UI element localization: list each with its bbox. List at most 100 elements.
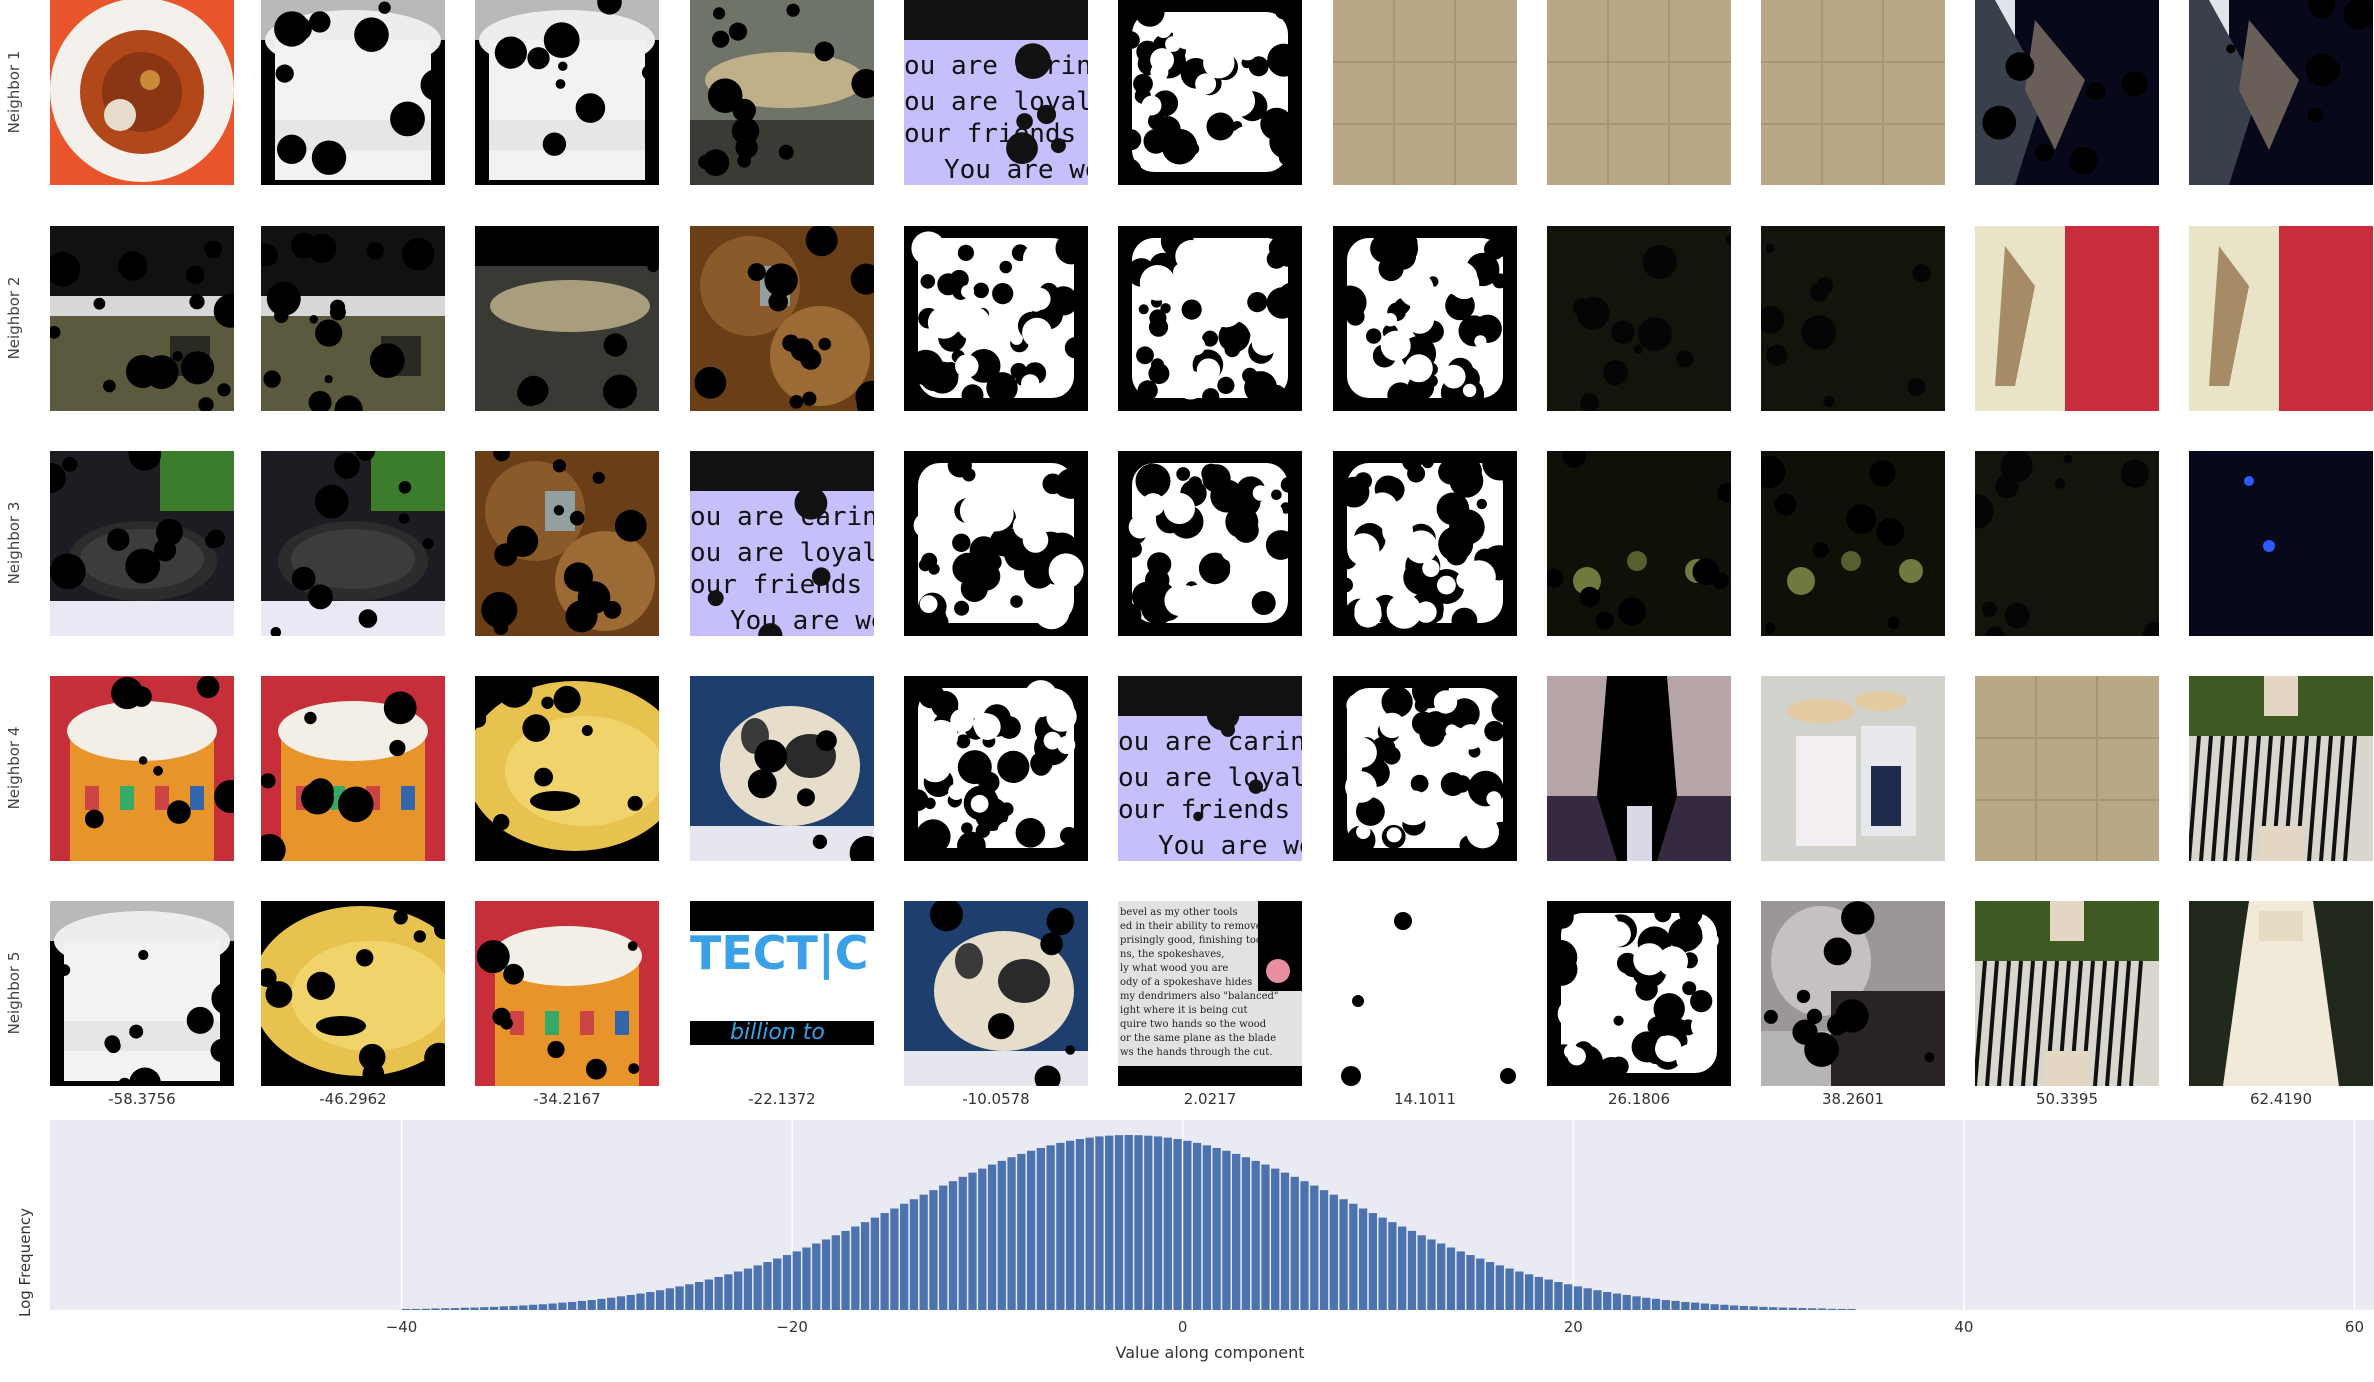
neighbor-image-white-pot xyxy=(50,901,234,1086)
histogram-bar xyxy=(978,1168,987,1310)
svg-text:ns, the spokeshaves,: ns, the spokeshaves, xyxy=(1120,949,1224,960)
histogram-bar xyxy=(1759,1306,1768,1310)
neighbor-image-near-black-blue xyxy=(2189,451,2373,636)
histogram-bar xyxy=(665,1288,674,1310)
svg-text:ou are loyal t: ou are loyal t xyxy=(690,538,874,568)
neighbor-image-dark-foliage xyxy=(1975,0,2159,185)
column-value-label: 50.3395 xyxy=(2035,1090,2099,1108)
histogram-bar xyxy=(1681,1301,1690,1310)
svg-text:prisingly good, finishing tool: prisingly good, finishing tools xyxy=(1120,935,1270,946)
svg-text:TECT|C: TECT|C xyxy=(690,926,869,981)
column-value-label: -58.3756 xyxy=(108,1090,176,1108)
histogram-bar xyxy=(1290,1176,1299,1310)
histogram-bar xyxy=(431,1308,440,1310)
histogram-bar xyxy=(704,1279,713,1310)
histogram-bar xyxy=(1788,1307,1797,1310)
histogram-bar xyxy=(568,1301,577,1310)
histogram-bar xyxy=(655,1290,665,1310)
column-value-label: -46.2962 xyxy=(319,1090,387,1108)
histogram-bar xyxy=(1554,1282,1563,1310)
histogram-bar xyxy=(1720,1304,1729,1310)
histogram-bar xyxy=(1358,1208,1368,1310)
histogram-bar xyxy=(1710,1304,1719,1310)
histogram-bar xyxy=(1739,1305,1749,1310)
histogram-bar xyxy=(812,1243,821,1310)
neighbor-image-shark-photo xyxy=(690,0,874,185)
histogram-bar xyxy=(1124,1135,1133,1310)
svg-text:bevel as my other tools: bevel as my other tools xyxy=(1120,907,1238,918)
neighbor-image-dark-plants xyxy=(1547,451,1731,636)
neighbor-image-logo-text: TECT|C billion to xyxy=(690,901,874,1086)
histogram-bar xyxy=(1066,1140,1075,1310)
histogram-bar xyxy=(1017,1153,1026,1310)
histogram-bar xyxy=(1232,1153,1241,1310)
histogram-bar xyxy=(607,1297,616,1310)
neighbor-image-black-pan xyxy=(261,451,445,636)
histogram-bar xyxy=(1310,1185,1319,1310)
neighbor-image-dark-kitchen xyxy=(261,226,445,411)
histogram-bar xyxy=(782,1255,792,1310)
histogram-bar xyxy=(421,1308,430,1310)
histogram-bar xyxy=(1837,1308,1846,1310)
histogram-bar xyxy=(1183,1140,1192,1310)
histogram-bar xyxy=(1544,1279,1553,1310)
histogram-bar xyxy=(675,1286,684,1310)
svg-text:our friends c: our friends c xyxy=(1118,795,1302,825)
histogram-bar xyxy=(753,1265,762,1310)
neighbor-image-white-blob-mask xyxy=(1547,901,1731,1086)
histogram-bar xyxy=(1202,1145,1211,1310)
neighbor-image-dark-foliage xyxy=(2189,0,2373,185)
histogram-bar xyxy=(519,1305,528,1310)
column-value-label: 26.1806 xyxy=(1607,1090,1671,1108)
histogram-bar xyxy=(1075,1139,1085,1310)
neighbor-image-checkered-dress xyxy=(2189,226,2373,411)
svg-text:quire two hands so the wood: quire two hands so the wood xyxy=(1120,1019,1267,1030)
histogram-bar xyxy=(1388,1222,1397,1310)
histogram-bar xyxy=(714,1276,723,1310)
histogram-bar xyxy=(1632,1296,1641,1310)
neighbor-image-cardboard xyxy=(1761,0,1945,185)
histogram-bar xyxy=(1222,1150,1231,1310)
histogram-bar xyxy=(968,1172,977,1310)
histogram-chart: −40 −20 0 20 40 60 xyxy=(50,1120,2374,1336)
histogram-bar xyxy=(528,1304,538,1310)
neighbor-image-beer-glass xyxy=(261,676,445,861)
histogram-bar xyxy=(1730,1305,1739,1310)
histogram-bar xyxy=(773,1258,782,1310)
neighbor-image-white-blob-mask xyxy=(1118,0,1302,185)
histogram-bar xyxy=(1622,1294,1631,1310)
column-value-label: 14.1011 xyxy=(1393,1090,1457,1108)
histogram-bar xyxy=(577,1300,587,1310)
histogram-bar xyxy=(1573,1286,1583,1310)
histogram-bar xyxy=(538,1304,547,1310)
histogram-bar xyxy=(1769,1307,1778,1310)
histogram-bar xyxy=(1456,1251,1465,1310)
x-tick-label: 0 xyxy=(1178,1318,1188,1336)
x-tick-label: −40 xyxy=(386,1318,418,1336)
histogram-bar xyxy=(1329,1194,1338,1310)
histogram-bar xyxy=(821,1239,831,1310)
neighbor-image-pug-dog xyxy=(904,901,1088,1086)
neighbor-image-white-blob-mask xyxy=(1333,451,1517,636)
neighbor-image-dancing-couple xyxy=(1761,676,1945,861)
histogram-bar xyxy=(1778,1307,1788,1310)
neighbor-image-white-dress xyxy=(2189,901,2373,1086)
neighbor-image-white-blob-mask xyxy=(904,451,1088,636)
histogram-bar xyxy=(1749,1306,1758,1310)
histogram-bar xyxy=(1505,1268,1514,1310)
histogram-bar xyxy=(734,1271,743,1310)
neighbor-image-white-blob-mask xyxy=(904,676,1088,861)
neighbor-image-text-lavender: ou are caring ou are loyal t our friends… xyxy=(904,0,1088,185)
histogram-bar xyxy=(480,1307,489,1310)
neighbor-image-near-black xyxy=(1975,451,2159,636)
svg-text:billion to: billion to xyxy=(730,1020,825,1045)
histogram-bar xyxy=(1437,1243,1446,1310)
column-value-label: 2.0217 xyxy=(1183,1090,1237,1108)
histogram-bar xyxy=(880,1213,889,1310)
neighbor-image-shark-dark xyxy=(475,226,659,411)
histogram-bar xyxy=(1026,1150,1036,1310)
histogram-bar xyxy=(841,1230,850,1310)
histogram-bar xyxy=(929,1190,938,1310)
histogram-bar xyxy=(1271,1168,1280,1310)
row-label-neighbor-4: Neighbor 4 xyxy=(5,726,23,810)
